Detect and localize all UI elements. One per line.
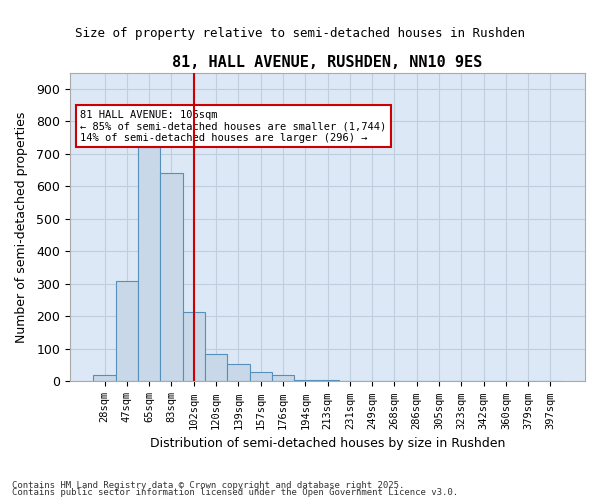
Bar <box>138 148 160 382</box>
Bar <box>160 174 182 382</box>
Bar <box>294 380 316 382</box>
Bar <box>94 375 116 382</box>
Text: Size of property relative to semi-detached houses in Rushden: Size of property relative to semi-detach… <box>75 28 525 40</box>
Bar <box>250 372 272 382</box>
Y-axis label: Number of semi-detached properties: Number of semi-detached properties <box>15 112 28 342</box>
X-axis label: Distribution of semi-detached houses by size in Rushden: Distribution of semi-detached houses by … <box>150 437 505 450</box>
Bar <box>205 354 227 382</box>
Bar <box>182 312 205 382</box>
Bar <box>227 364 250 382</box>
Bar <box>116 280 138 382</box>
Bar <box>316 380 338 382</box>
Text: Contains public sector information licensed under the Open Government Licence v3: Contains public sector information licen… <box>12 488 458 497</box>
Title: 81, HALL AVENUE, RUSHDEN, NN10 9ES: 81, HALL AVENUE, RUSHDEN, NN10 9ES <box>172 55 482 70</box>
Bar <box>272 375 294 382</box>
Text: 81 HALL AVENUE: 106sqm
← 85% of semi-detached houses are smaller (1,744)
14% of : 81 HALL AVENUE: 106sqm ← 85% of semi-det… <box>80 110 386 143</box>
Text: Contains HM Land Registry data © Crown copyright and database right 2025.: Contains HM Land Registry data © Crown c… <box>12 480 404 490</box>
